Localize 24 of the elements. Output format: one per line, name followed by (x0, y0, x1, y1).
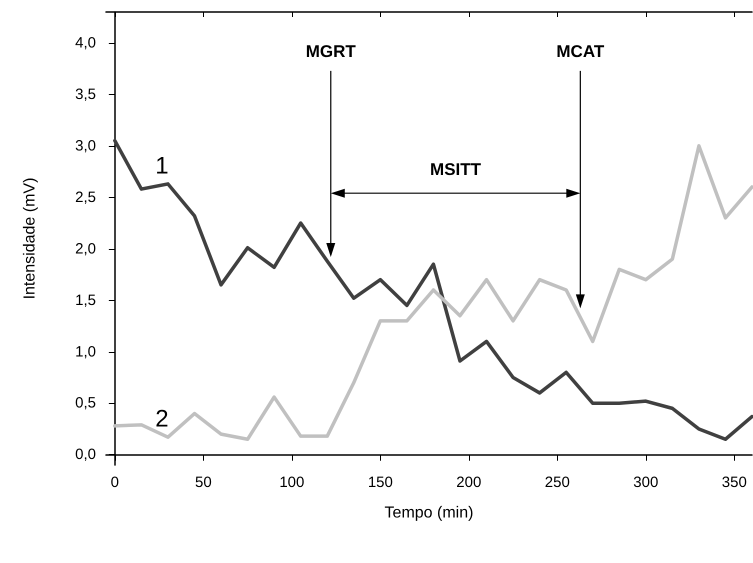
x-tick-label: 350 (722, 474, 747, 491)
y-tick-label: 4,0 (75, 34, 96, 52)
x-tick-label: 300 (633, 474, 658, 491)
y-tick-label: 3,0 (75, 137, 96, 154)
annotation: MSITT (430, 160, 482, 180)
ref-line-label: MCAT (556, 42, 605, 61)
x-tick-label: 150 (368, 474, 393, 491)
ref-line-label: MGRT (306, 42, 356, 61)
y-tick-label: 2,0 (75, 240, 96, 258)
y-tick-label: 0,5 (75, 394, 96, 412)
x-tick-label: 50 (195, 474, 212, 491)
y-axis-title: Intensidade (mV) (22, 178, 38, 300)
series-label: 2 (155, 406, 169, 433)
x-tick-label: 200 (456, 474, 482, 491)
y-tick-label: 1,0 (75, 343, 96, 360)
y-tick-label: 2,5 (75, 188, 96, 206)
x-axis-title: Tempo (min) (384, 504, 474, 522)
x-tick-label: 250 (544, 474, 570, 491)
x-tick-label: 0 (110, 474, 120, 491)
series-label: 1 (155, 152, 169, 180)
x-tick-label: 100 (279, 474, 304, 491)
y-tick-label: 0,0 (75, 446, 96, 464)
y-tick-label: 3,5 (75, 86, 96, 103)
y-tick-label: 1,5 (75, 292, 96, 309)
